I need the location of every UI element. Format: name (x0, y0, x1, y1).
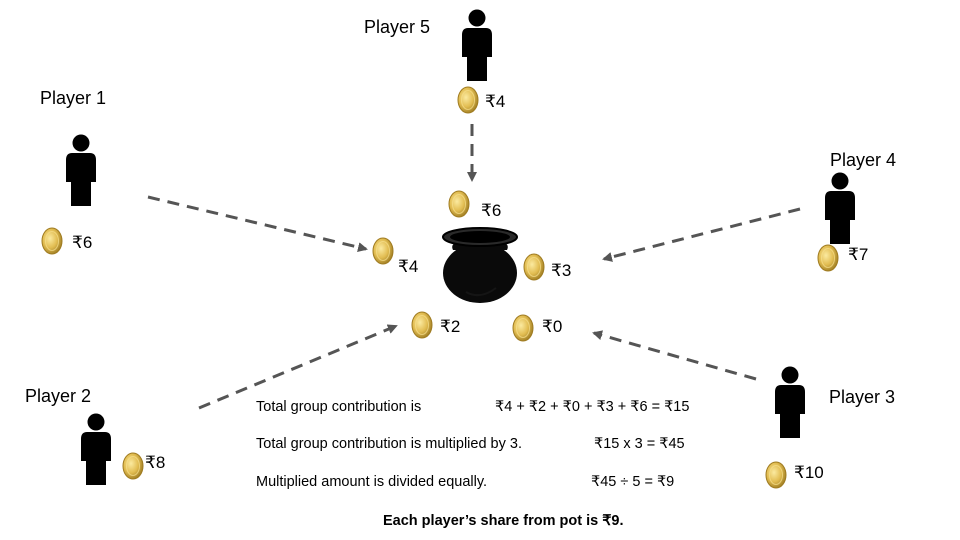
player4-amount: ₹7 (848, 245, 869, 264)
pot-amount-from-player5: ₹6 (481, 201, 502, 220)
player5-label: Player 5 (364, 17, 431, 37)
player1-label: Player 1 (40, 88, 107, 108)
player3-person-icon (773, 366, 807, 438)
player5-amount: ₹4 (485, 92, 506, 111)
pot-coin-from-player3 (512, 314, 534, 342)
pot-amount-from-player4: ₹3 (551, 261, 572, 280)
player2-person-icon (79, 413, 113, 485)
calc-line1-text: Total group contribution is (256, 399, 422, 415)
pot-coin-from-player5 (448, 190, 470, 218)
pot-amount-from-player2: ₹2 (440, 317, 461, 336)
player5-person-icon (460, 9, 494, 81)
arrow-player2-to-pot (198, 324, 398, 410)
arrow-player3-to-pot (592, 330, 757, 381)
player2-amount: ₹8 (145, 453, 166, 472)
calc-line3-text: Multiplied amount is divided equally. (256, 474, 488, 490)
player4-label: Player 4 (830, 150, 897, 170)
player1-person-icon (64, 134, 98, 206)
player2-label: Player 2 (25, 386, 92, 406)
calc-line3-value: ₹45 ÷ 5 = ₹9 (591, 474, 675, 490)
calc-line2-value: ₹15 x 3 = ₹45 (594, 436, 685, 452)
player2-coin-icon (122, 452, 144, 480)
player1-amount: ₹6 (72, 233, 93, 252)
pot-icon (442, 227, 518, 303)
summary-text: Each player’s share from pot is ₹9. (383, 513, 624, 529)
arrow-player4-to-pot (602, 207, 801, 262)
player4-person-icon (823, 172, 857, 244)
pot-coin-from-player1 (372, 237, 394, 265)
player5-coin-icon (457, 86, 479, 114)
pot-coin-from-player4 (523, 253, 545, 281)
pot-amount-from-player3: ₹0 (542, 317, 563, 336)
player3-label: Player 3 (829, 387, 896, 407)
calc-line1-value: ₹4 + ₹2 + ₹0 + ₹3 + ₹6 = ₹15 (495, 399, 690, 415)
player4-coin-icon (817, 244, 839, 272)
pot-amount-from-player1: ₹4 (398, 257, 419, 276)
arrow-player1-to-pot (147, 195, 368, 253)
player1-coin-icon (41, 227, 63, 255)
player3-coin-icon (765, 461, 787, 489)
player3-amount: ₹10 (794, 463, 824, 482)
calc-line2-text: Total group contribution is multiplied b… (256, 436, 522, 452)
pot-coin-from-player2 (411, 311, 433, 339)
